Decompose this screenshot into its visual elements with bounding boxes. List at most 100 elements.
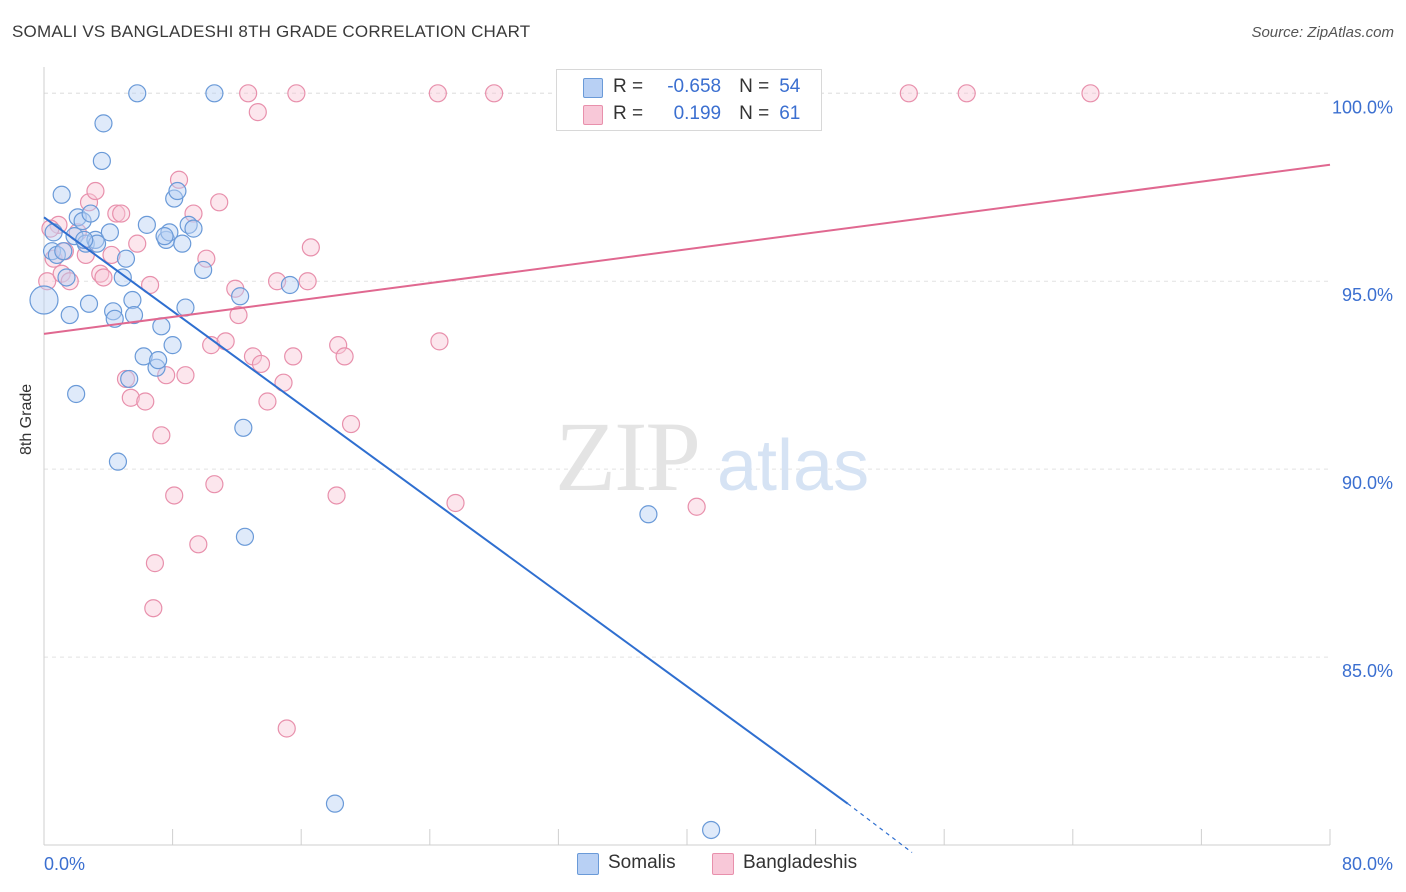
bangladeshi-point (327, 486, 346, 505)
bangladeshi-point (169, 170, 189, 189)
somali-stats-row: R = -0.658 N = 54 (613, 74, 800, 100)
axes (43, 67, 1331, 846)
bangladeshi-n-value: 61 (779, 103, 801, 124)
bangladeshi-point (189, 535, 208, 554)
somali-point (94, 114, 113, 133)
somali-trend-line (43, 216, 849, 805)
bangladeshi-point (140, 275, 160, 295)
bangladeshi-point (157, 366, 176, 385)
somali-point (163, 336, 182, 355)
bangladeshi-n-label: N = (739, 103, 770, 124)
bangladeshi-point (1081, 84, 1100, 103)
bangladeshi-point (485, 84, 504, 103)
bangladeshi-point (258, 392, 277, 411)
bangladeshi-trend-line (43, 163, 1331, 335)
somali-point (123, 290, 142, 310)
somali-point (100, 223, 120, 242)
somalis-legend-label: Somalis (608, 852, 676, 873)
somali-point (280, 275, 300, 295)
somali-point (108, 452, 128, 471)
stats-legend: R = -0.658 N = 54 R = 0.199 N = 61 (556, 69, 822, 131)
bangladeshi-point (210, 193, 229, 212)
bangladeshi-point (287, 84, 306, 103)
somali-point (137, 215, 156, 234)
tick-labels: 85.0% 90.0% 95.0% 100.0% 0.0% 80.0% (44, 97, 1393, 874)
bangladeshi-point (121, 388, 140, 407)
somali-point (155, 227, 174, 246)
bangladeshi-point (301, 238, 320, 257)
bangladeshi-point (277, 719, 296, 738)
trend-lines (43, 163, 1331, 853)
somali-n-value: 54 (779, 76, 801, 97)
bangladeshi-point (341, 414, 361, 434)
y-tick-label: 90.0% (1342, 473, 1393, 493)
somali-point (234, 418, 253, 437)
somali-point (173, 234, 192, 253)
somali-n-label: N = (739, 76, 770, 97)
watermark-zip: ZIP (555, 401, 699, 512)
somali-point (81, 204, 100, 223)
y-tick-label: 85.0% (1342, 661, 1393, 681)
bangladeshi-point (205, 475, 224, 494)
bangladeshi-point (102, 245, 121, 265)
bangladeshis-legend-swatch (712, 853, 734, 875)
watermark: ZIP atlas (555, 401, 869, 512)
bangladeshi-point (298, 272, 317, 291)
bangladeshi-point (112, 204, 131, 223)
bangladeshi-point (248, 103, 267, 122)
somali-point (52, 185, 71, 204)
somali-point (128, 84, 147, 103)
bangladeshi-stats-row: R = 0.199 N = 61 (613, 101, 800, 127)
somali-point (54, 242, 73, 261)
somali-point (639, 505, 658, 524)
somali-point (147, 358, 166, 377)
somali-point (205, 84, 224, 103)
bangladeshi-point (428, 84, 447, 103)
bangladeshi-point (176, 366, 195, 385)
x-tick-label-min: 0.0% (44, 854, 85, 874)
bangladeshi-r-label: R = (613, 103, 644, 124)
bangladeshi-point (79, 193, 99, 212)
somali-point (57, 268, 76, 287)
somali-legend-swatch (583, 78, 603, 98)
somali-point (120, 369, 139, 389)
bangladeshi-point (152, 426, 171, 445)
bangladeshi-point (128, 234, 147, 253)
bangladeshi-point (165, 486, 184, 505)
somali-point (79, 294, 99, 313)
bangladeshi-point (430, 332, 449, 351)
bangladeshi-point (329, 336, 348, 355)
somali-point (149, 351, 168, 370)
somali-point (168, 181, 187, 201)
somali-point (325, 794, 345, 813)
somali-point (235, 527, 255, 546)
bangladeshi-point (184, 204, 203, 223)
somali-point (116, 249, 136, 268)
somali-point (29, 285, 59, 315)
somali-trend-extension (847, 803, 913, 853)
y-tick-label: 100.0% (1332, 97, 1393, 117)
somalis-legend-swatch (577, 853, 599, 875)
bangladeshi-point (197, 249, 216, 268)
bangladeshi-point (899, 84, 918, 103)
bangladeshi-point (687, 497, 706, 516)
somali-point (194, 260, 213, 280)
bangladeshi-point (957, 84, 976, 103)
somali-point (44, 223, 63, 242)
bangladeshi-r-value: 0.199 (673, 103, 722, 124)
bangladeshis-legend-label: Bangladeshis (743, 852, 858, 873)
bangladeshi-point (145, 554, 165, 573)
bangladeshi-point (229, 305, 248, 325)
bangladeshi-point (446, 493, 465, 513)
source-credit: Source: ZipAtlas.com (1251, 24, 1394, 41)
y-tick-label: 95.0% (1342, 285, 1393, 305)
bangladeshi-point (144, 599, 163, 618)
somali-r-label: R = (613, 76, 644, 97)
gridlines (44, 92, 1330, 658)
bangladeshi-point (251, 354, 271, 374)
somali-point (104, 302, 123, 321)
somali-r-value: -0.658 (667, 76, 722, 97)
somali-point (134, 347, 153, 366)
bangladeshi-point (335, 347, 354, 366)
